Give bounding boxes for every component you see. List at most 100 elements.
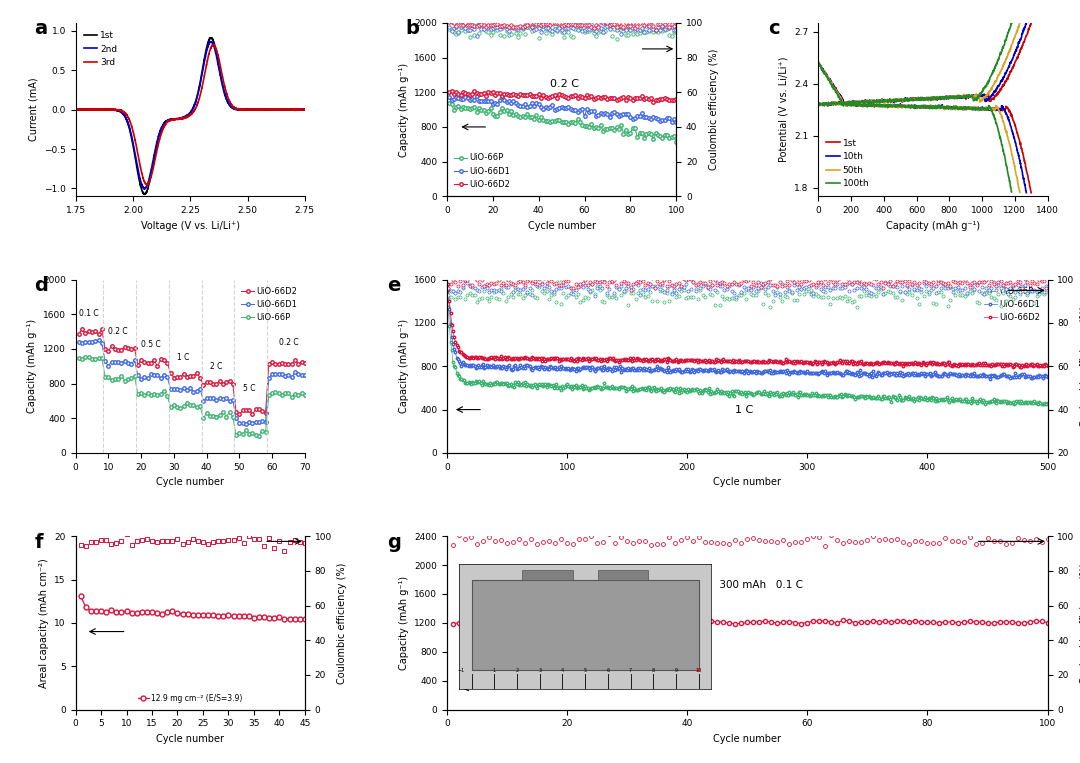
UiO-66D2 <box>488 90 501 99</box>
Point <box>949 535 967 547</box>
Point <box>649 279 666 291</box>
3rd <box>69 105 82 114</box>
Point <box>600 283 618 295</box>
Point <box>675 284 692 296</box>
Point <box>910 298 928 310</box>
Point <box>647 24 664 37</box>
Line: UiO-66D1: UiO-66D1 <box>447 288 1049 380</box>
Point <box>610 20 627 32</box>
Point <box>781 285 798 298</box>
3rd <box>298 105 311 114</box>
Point <box>545 278 563 290</box>
Point <box>918 285 935 298</box>
Point <box>575 277 592 289</box>
Point <box>946 276 963 288</box>
12.9 mg cm⁻² (E/S=3.9) <box>125 608 138 617</box>
UiO-66P <box>727 390 740 399</box>
Point <box>639 277 657 289</box>
12.9 mg cm⁻² (E/S=3.9) <box>114 607 127 617</box>
12.9 mg cm⁻² (E/S=3.9) <box>181 610 194 619</box>
12.9 mg cm⁻² (E/S=3.9) <box>212 611 225 620</box>
Point <box>526 291 543 304</box>
Point <box>634 282 651 295</box>
Point <box>754 278 771 290</box>
Point <box>526 21 543 34</box>
Point <box>455 18 472 31</box>
Point <box>728 291 745 303</box>
Point <box>973 537 990 549</box>
Point <box>443 25 460 37</box>
Point <box>200 538 217 550</box>
Point <box>716 284 733 296</box>
Point <box>659 23 676 35</box>
12.9 mg cm⁻² (E/S=3.9) <box>99 607 112 617</box>
Point <box>895 536 913 548</box>
Point <box>732 536 750 549</box>
12.9 mg cm⁻² (E/S=3.9) <box>273 613 286 622</box>
UiO-66D2 <box>443 88 456 97</box>
12.9 mg cm⁻² (E/S=3.9) <box>262 613 275 622</box>
Point <box>580 25 597 37</box>
Point <box>557 291 575 303</box>
Point <box>963 287 981 299</box>
Point <box>534 285 551 297</box>
Point <box>108 537 125 549</box>
Point <box>716 277 733 289</box>
1st <box>180 111 193 121</box>
Point <box>447 28 464 40</box>
UiO-66D2 <box>670 95 683 104</box>
Point <box>468 20 485 32</box>
Point <box>840 535 858 547</box>
Point <box>1016 279 1034 291</box>
Point <box>583 278 600 290</box>
Point <box>903 279 920 291</box>
Point <box>720 278 738 290</box>
Point <box>697 278 714 290</box>
UiO-66D2 <box>562 93 575 102</box>
Point <box>622 285 639 297</box>
Point <box>642 278 659 291</box>
Point <box>509 288 526 301</box>
12.9 mg cm⁻² (E/S=3.9) <box>161 608 174 617</box>
Point <box>482 29 499 41</box>
Point <box>605 274 622 286</box>
Point <box>494 20 511 32</box>
Point <box>973 287 990 299</box>
Point <box>546 537 564 549</box>
12.9 mg cm⁻² (E/S=3.9) <box>135 608 148 617</box>
Point <box>1038 286 1055 298</box>
Point <box>685 276 702 288</box>
Point <box>889 275 906 287</box>
Point <box>589 537 606 549</box>
Point <box>87 536 105 549</box>
Point <box>589 282 606 295</box>
Point <box>549 17 566 29</box>
UiO-66D2 <box>798 358 811 367</box>
Line: 100th: 100th <box>819 63 1012 192</box>
Point <box>489 21 507 33</box>
Point <box>869 282 887 294</box>
Point <box>634 288 651 300</box>
Point <box>869 278 887 290</box>
Point <box>445 17 462 29</box>
12.9 mg cm⁻² (E/S=3.9) <box>222 610 235 620</box>
Point <box>502 28 519 40</box>
1st <box>205 33 218 42</box>
Point <box>516 281 534 293</box>
Point <box>578 23 595 35</box>
Point <box>553 24 570 37</box>
3rd <box>175 114 188 124</box>
Point <box>500 21 517 34</box>
Point <box>567 284 584 296</box>
Text: 0.2 C: 0.2 C <box>550 79 579 89</box>
Point <box>987 284 1004 296</box>
Point <box>665 21 683 33</box>
Point <box>689 293 706 305</box>
UiO-66P <box>933 395 946 404</box>
Point <box>535 18 552 31</box>
Point <box>779 281 796 293</box>
Point <box>910 282 928 295</box>
Point <box>454 282 471 294</box>
100th <box>978 105 991 114</box>
Point <box>483 291 500 304</box>
